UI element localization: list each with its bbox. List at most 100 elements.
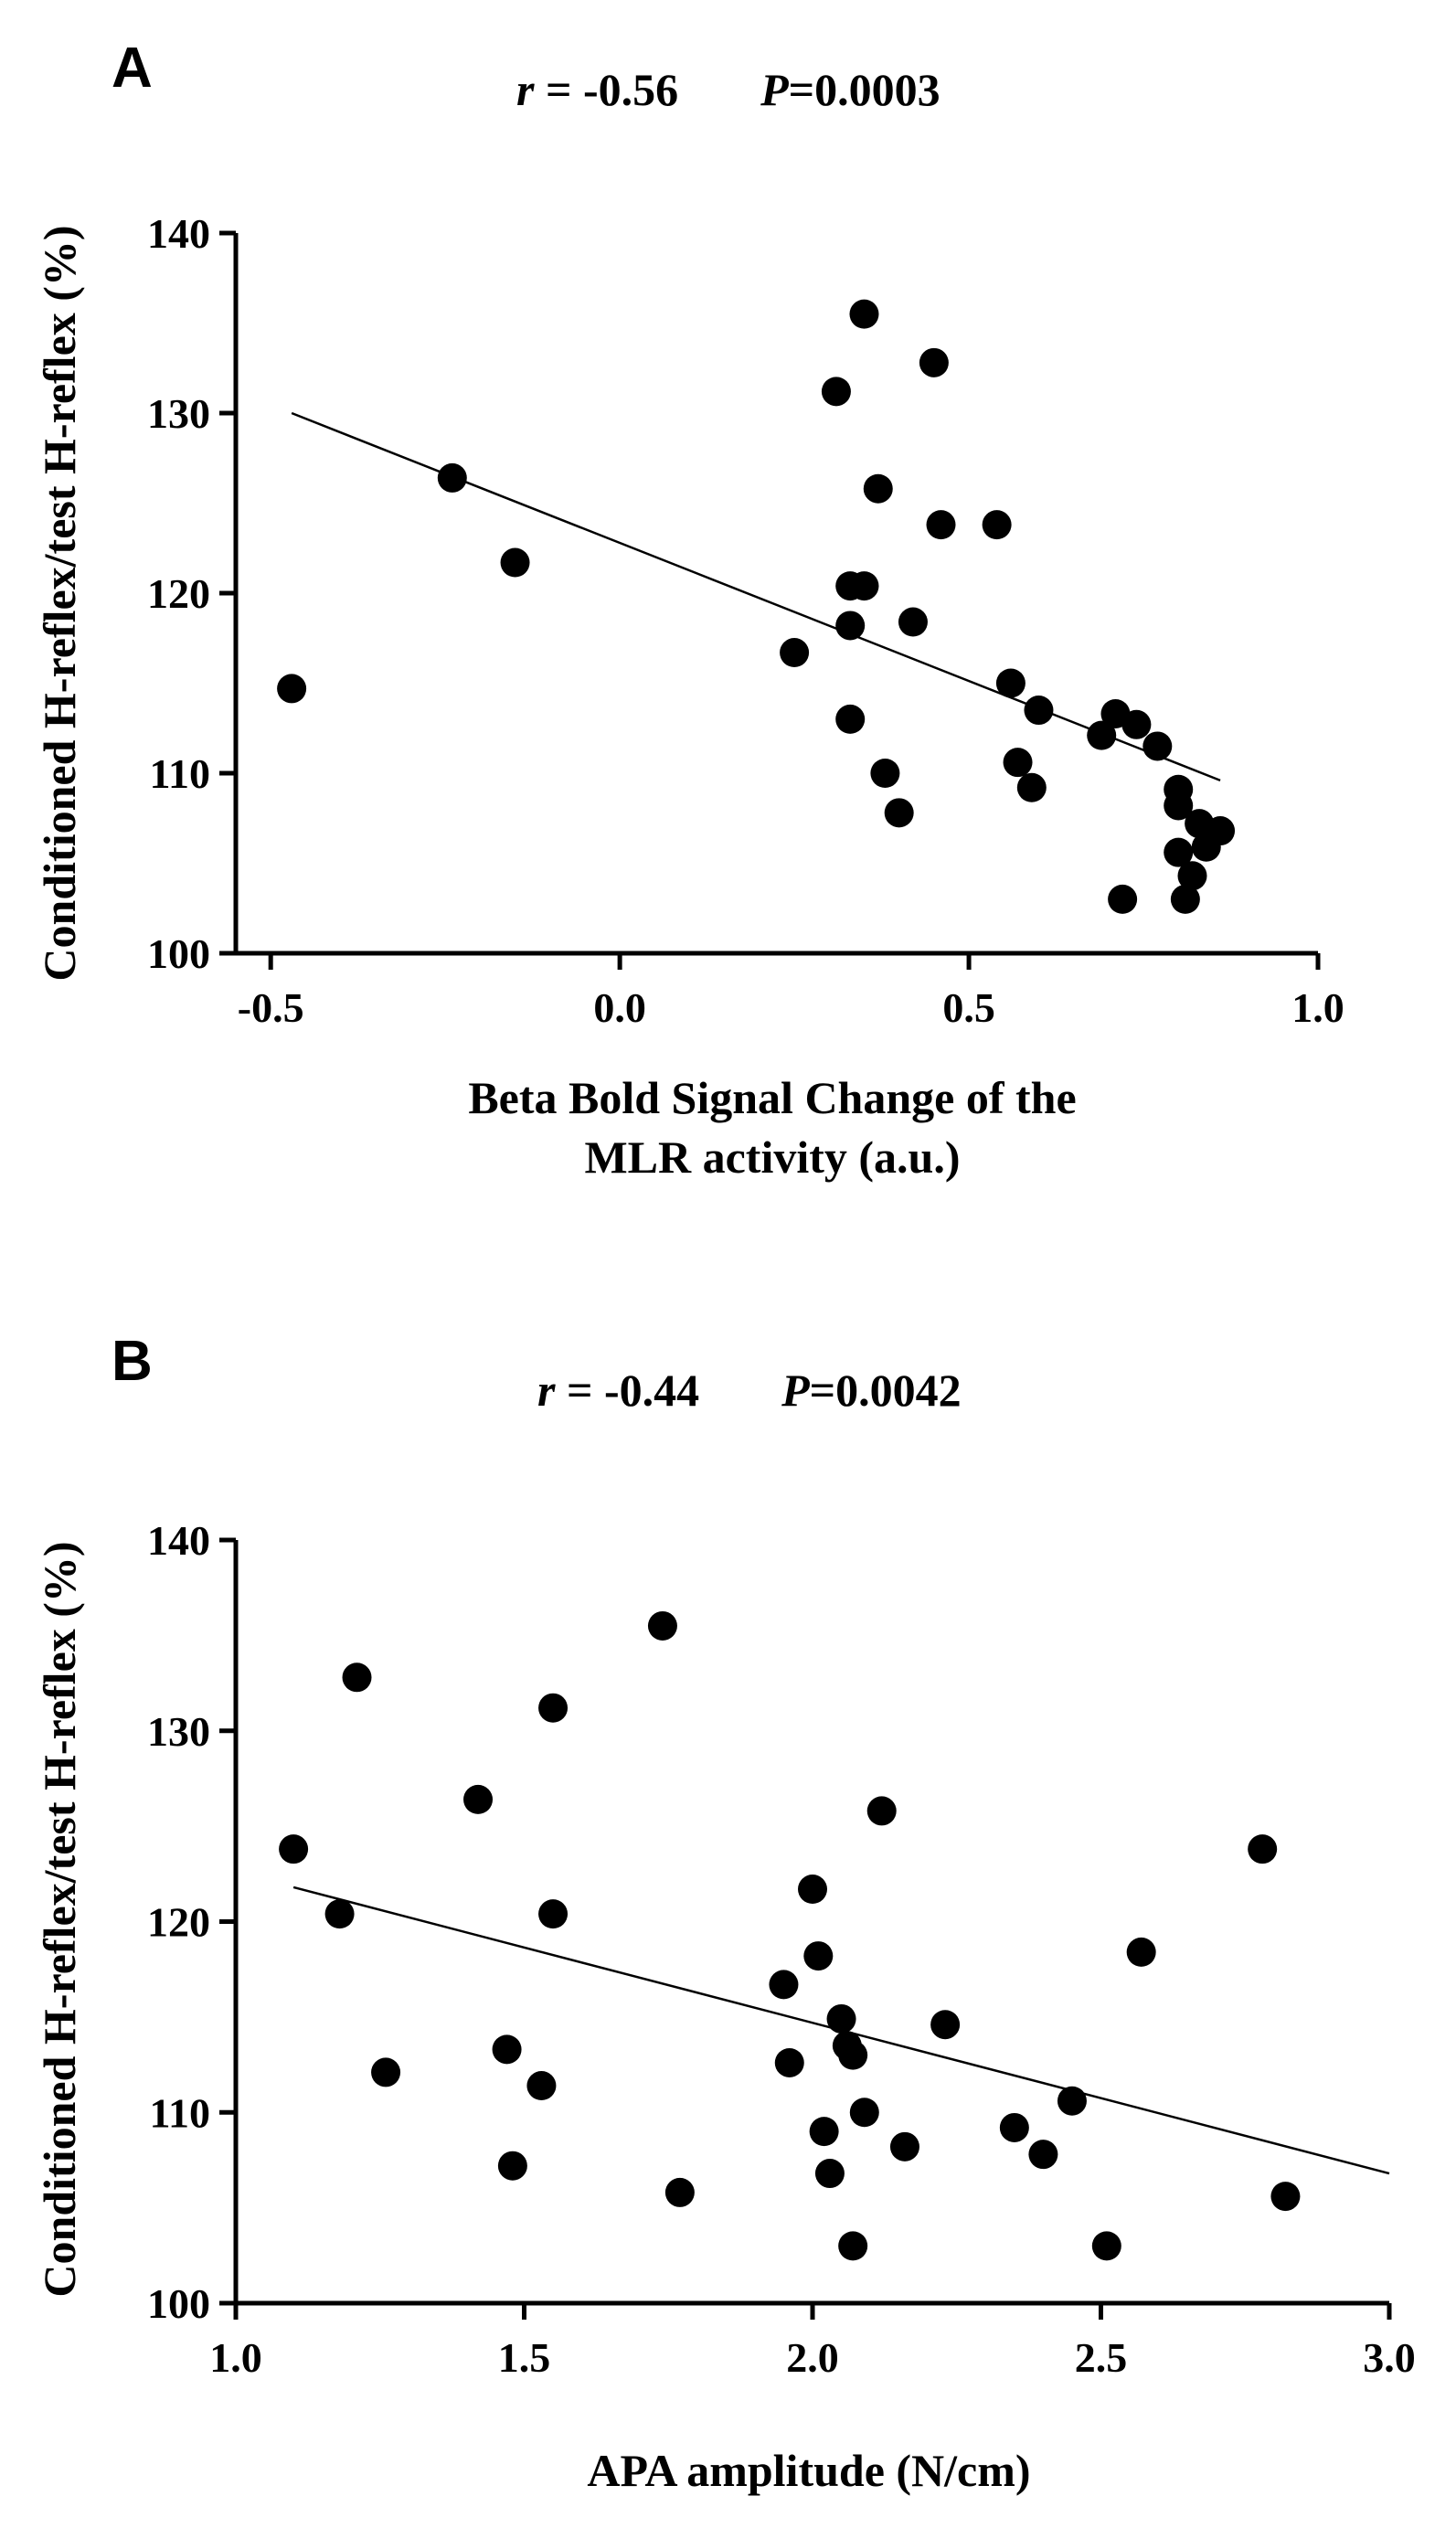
data-point-a xyxy=(870,759,900,788)
x-tick-label-a: 0.0 xyxy=(593,984,646,1031)
data-point-a xyxy=(1164,837,1194,867)
data-point-b xyxy=(647,1610,677,1641)
data-point-a xyxy=(780,638,810,668)
y-tick-label-b: 110 xyxy=(150,2089,210,2136)
y-tick-label-b: 130 xyxy=(147,1708,210,1755)
data-point-a xyxy=(1016,772,1047,802)
data-point-b xyxy=(930,2010,961,2040)
data-point-a xyxy=(437,462,467,493)
data-point-a xyxy=(1164,791,1194,821)
data-point-b xyxy=(999,2112,1029,2142)
data-point-b xyxy=(774,2047,804,2077)
data-point-b xyxy=(1091,2231,1121,2261)
p-label-b: P xyxy=(781,1365,810,1416)
data-point-b xyxy=(538,1693,569,1723)
stats-b: r = -0.44 P=0.0042 xyxy=(537,1365,962,1416)
data-point-b xyxy=(371,2057,401,2087)
data-point-a xyxy=(1003,748,1033,778)
y-axis-title-a: Conditioned H-reflex/test H-reflex (%) xyxy=(34,225,85,981)
x-axis-title-a-line2: MLR activity (a.u.) xyxy=(584,1131,960,1183)
plot-area-a: 100 110 120 130 140 -0.5 0.0 0.5 1.0 xyxy=(147,210,1344,1031)
stats-a: r = -0.56 P=0.0003 xyxy=(516,64,941,115)
r-value-a: = -0.56 xyxy=(534,64,678,115)
data-point-a xyxy=(849,299,879,329)
data-point-a xyxy=(1142,731,1173,761)
data-point-a xyxy=(1108,884,1138,914)
x-tick-label-b: 1.0 xyxy=(209,2334,262,2381)
data-point-a xyxy=(835,611,866,641)
data-point-b xyxy=(889,2131,919,2162)
data-point-b xyxy=(798,1875,827,1905)
data-point-a xyxy=(1024,696,1054,726)
x-tick-label-b: 2.0 xyxy=(786,2334,839,2381)
y-tick-label-a: 130 xyxy=(147,390,210,437)
data-point-a xyxy=(1206,816,1236,846)
data-point-b xyxy=(492,2034,522,2065)
x-axis-title-a-line1: Beta Bold Signal Change of the xyxy=(468,1072,1076,1123)
data-point-b xyxy=(809,2117,839,2147)
data-point-b xyxy=(1248,1834,1278,1864)
data-point-b xyxy=(538,1899,569,1929)
y-tick-label-b: 100 xyxy=(147,2280,210,2327)
data-point-a xyxy=(982,510,1012,540)
y-axis-title-b: Conditioned H-reflex/test H-reflex (%) xyxy=(34,1541,85,2297)
data-point-b xyxy=(849,2098,879,2128)
data-point-a xyxy=(1170,884,1200,914)
data-point-b xyxy=(463,1784,494,1814)
x-tick-label-b: 1.5 xyxy=(498,2334,551,2381)
x-tick-label-b: 2.5 xyxy=(1075,2334,1128,2381)
r-label-b: r xyxy=(537,1365,556,1416)
data-point-b xyxy=(342,1662,372,1693)
data-point-b xyxy=(1270,2182,1301,2212)
data-point-a xyxy=(821,377,851,407)
data-point-b xyxy=(1057,2086,1087,2116)
x-tick-label-a: 1.0 xyxy=(1291,984,1344,1031)
panel-b: B r = -0.44 P=0.0042 100 110 120 130 140 1.0 1.… xyxy=(34,1330,1416,2496)
panel-letter-a: A xyxy=(112,37,153,100)
data-point-a xyxy=(1087,720,1117,750)
data-point-a xyxy=(835,704,866,734)
data-point-a xyxy=(849,571,879,601)
y-tick-label-a: 120 xyxy=(147,570,210,617)
data-point-a xyxy=(995,668,1026,698)
data-point-a xyxy=(1177,861,1207,891)
data-point-a xyxy=(898,607,928,637)
x-tick-label-a: 0.5 xyxy=(942,984,995,1031)
y-tick-label-a: 110 xyxy=(150,750,210,797)
data-point-a xyxy=(277,674,307,704)
data-point-b xyxy=(1028,2140,1058,2170)
data-point-a xyxy=(884,798,914,828)
panel-letter-b: B xyxy=(112,1330,153,1393)
x-axis-title-b: APA amplitude (N/cm) xyxy=(587,2445,1030,2496)
regression-line-a xyxy=(291,411,1221,782)
data-point-b xyxy=(324,1899,355,1929)
plot-area-b: 100 110 120 130 140 1.0 1.5 2.0 2.5 3.0 xyxy=(147,1517,1416,2381)
data-point-b xyxy=(497,2151,527,2181)
data-point-b xyxy=(866,1796,897,1826)
data-point-a xyxy=(1121,709,1152,739)
p-value-a: =0.0003 xyxy=(789,64,941,115)
data-point-b xyxy=(526,2071,557,2101)
data-point-a xyxy=(919,347,949,377)
data-point-b xyxy=(814,2159,845,2189)
data-point-b xyxy=(769,1970,799,2000)
p-value-b: =0.0042 xyxy=(810,1365,962,1416)
data-point-b xyxy=(1126,1937,1156,1967)
y-tick-label-a: 140 xyxy=(147,210,210,257)
data-point-b xyxy=(838,2040,868,2070)
data-point-b xyxy=(826,2003,856,2034)
data-point-b xyxy=(838,2231,868,2261)
data-point-b xyxy=(803,1941,834,1971)
data-point-a xyxy=(926,510,956,540)
y-tick-label-b: 120 xyxy=(147,1899,210,1946)
data-point-a xyxy=(863,473,893,504)
data-point-b xyxy=(279,1834,309,1864)
x-tick-label-b: 3.0 xyxy=(1363,2334,1416,2381)
y-tick-label-a: 100 xyxy=(147,930,210,977)
r-label-a: r xyxy=(516,64,535,115)
p-label-a: P xyxy=(760,64,789,115)
data-point-a xyxy=(500,547,530,578)
x-tick-label-a: -0.5 xyxy=(238,984,304,1031)
y-tick-label-b: 140 xyxy=(147,1517,210,1564)
